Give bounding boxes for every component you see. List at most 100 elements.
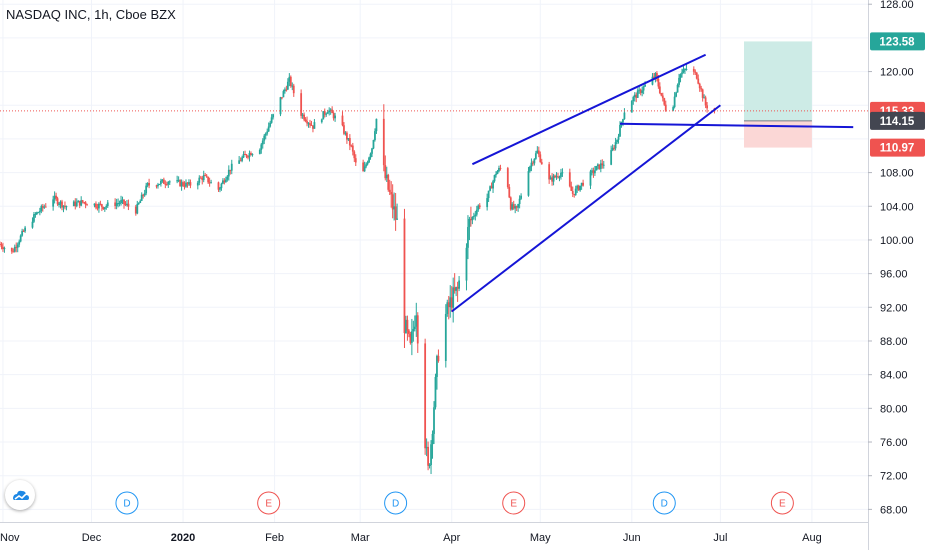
candle-body xyxy=(675,92,677,97)
candle-body xyxy=(487,190,490,199)
y-tick-label: 80.00 xyxy=(880,403,908,415)
candle-body xyxy=(160,180,162,184)
candle-body xyxy=(616,139,618,143)
candle-body xyxy=(657,78,660,87)
candle-body xyxy=(222,180,224,184)
candle-body xyxy=(589,171,592,186)
candle-body xyxy=(123,199,125,205)
candle-body xyxy=(162,179,165,184)
candle-body xyxy=(663,98,666,105)
event-circle xyxy=(115,491,139,515)
candle-body xyxy=(415,315,418,327)
candle-body xyxy=(12,251,15,253)
dividend-event-marker[interactable]: D xyxy=(384,491,408,515)
candle-body xyxy=(518,198,521,205)
dividend-event-marker[interactable]: D xyxy=(115,491,139,515)
candle-body xyxy=(126,203,128,205)
candle-body xyxy=(557,176,559,178)
earnings-event-marker[interactable]: E xyxy=(257,491,281,515)
candle-body xyxy=(205,175,208,177)
candle-body xyxy=(285,89,288,91)
tradingview-logo-button[interactable] xyxy=(5,480,35,510)
candle-body xyxy=(362,162,365,172)
candle-body xyxy=(514,206,517,209)
candle-body xyxy=(74,201,77,207)
candle-body xyxy=(636,90,639,98)
candle-body xyxy=(31,221,34,228)
candle-body xyxy=(96,207,99,209)
candle-body xyxy=(291,85,294,87)
candle-body xyxy=(309,123,311,125)
candle-body xyxy=(632,97,635,102)
candle-body xyxy=(678,77,680,85)
candle-body xyxy=(558,176,561,178)
candle-body xyxy=(84,202,87,205)
candle-body xyxy=(685,68,688,70)
earnings-event-marker[interactable]: E xyxy=(770,491,794,515)
candle-body xyxy=(77,200,80,203)
candle-body xyxy=(226,176,229,180)
candle-body xyxy=(428,464,431,466)
candle-body xyxy=(261,140,264,145)
candle-body xyxy=(427,446,429,466)
candle-body xyxy=(161,179,164,181)
candle-body xyxy=(692,68,695,72)
candle-body xyxy=(328,110,331,113)
candle-body xyxy=(695,72,698,79)
candle-body xyxy=(570,186,573,191)
candle-body xyxy=(223,180,226,183)
candle-body xyxy=(638,89,641,91)
candle-body xyxy=(506,168,509,188)
candle-body xyxy=(93,203,96,206)
candle-body xyxy=(270,117,273,123)
candle-body xyxy=(307,123,310,125)
candle-body xyxy=(227,169,230,177)
candle-body xyxy=(146,183,149,186)
candle-body xyxy=(100,204,103,207)
candle-body xyxy=(568,172,571,187)
x-tick-label: Feb xyxy=(265,532,284,544)
candle-body xyxy=(472,216,475,218)
earnings-event-marker[interactable]: E xyxy=(502,491,526,515)
candle-body xyxy=(242,153,245,158)
candle-body xyxy=(511,204,514,210)
candle-body xyxy=(136,204,139,214)
y-tick-label: 84.00 xyxy=(880,370,908,382)
candle-body xyxy=(59,201,62,204)
candle-body xyxy=(185,182,187,187)
candle-body xyxy=(164,183,167,185)
candle-body xyxy=(350,145,353,147)
candle-body xyxy=(434,376,437,408)
candle-body xyxy=(180,182,183,187)
candle-body xyxy=(679,74,682,78)
x-tick-label: Aug xyxy=(802,532,822,544)
candle-body xyxy=(520,195,522,199)
candle-body xyxy=(250,153,252,156)
candle-body xyxy=(37,212,40,214)
candle-body xyxy=(614,142,617,149)
candle-body xyxy=(217,182,220,190)
candle-body xyxy=(343,125,345,134)
candle-body xyxy=(468,218,471,227)
y-tick-label: 108.00 xyxy=(880,168,914,180)
candle-body xyxy=(673,96,676,108)
candle-body xyxy=(186,182,189,185)
candle-body xyxy=(80,200,83,206)
candle-body xyxy=(334,115,336,119)
candle-body xyxy=(38,211,41,213)
candle-body xyxy=(41,206,44,208)
candle-body xyxy=(143,193,146,196)
x-tick-label: May xyxy=(530,532,551,544)
candle-body xyxy=(196,182,199,186)
candle-body xyxy=(369,153,372,158)
candle-body xyxy=(36,212,38,215)
dividend-event-marker[interactable]: D xyxy=(652,491,676,515)
candle-body xyxy=(251,153,254,156)
candle-body xyxy=(86,204,88,206)
candle-body xyxy=(433,407,435,434)
candle-body xyxy=(179,180,181,187)
candle-body xyxy=(148,183,150,186)
candle-body xyxy=(61,201,63,208)
candle-body xyxy=(19,235,22,242)
